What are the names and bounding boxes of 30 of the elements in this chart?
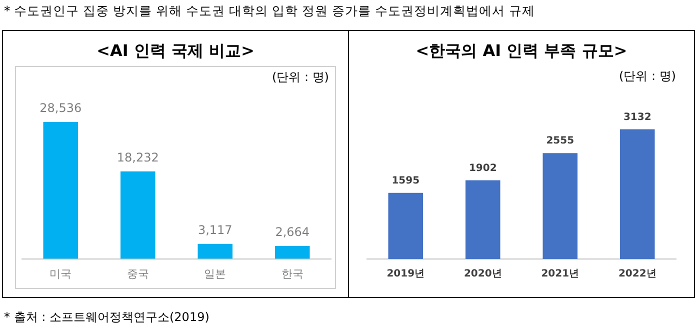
bar <box>43 122 78 259</box>
text: * 출처 : 소프트웨어정책연구소(2019) <box>4 309 210 326</box>
data-label: 18,232 <box>116 150 159 165</box>
data-label: 3132 <box>623 112 652 123</box>
chart-title: <한국의 AI 인력 부족 규모> <box>414 41 628 62</box>
text: (단위 : 명) <box>272 69 329 86</box>
x-tick-label: 중국 <box>126 267 149 280</box>
data-label: 2555 <box>546 136 574 147</box>
data-label: 28,536 <box>40 101 82 116</box>
x-tick-label: 2020년 <box>464 268 502 280</box>
text: * 수도권인구 집중 방지를 위해 수도권 대학의 입학 정원 증가를 수도권정비계획법에서 규제 <box>4 3 535 20</box>
chart-title: <AI 인력 국제 비교> <box>96 41 256 62</box>
x-tick-label: 2021년 <box>541 268 580 280</box>
data-label: 3,117 <box>198 222 232 237</box>
bar <box>120 171 156 259</box>
x-tick-label: 일본 <box>204 267 226 280</box>
x-tick-label: 2022년 <box>618 268 656 280</box>
text: (단위 : 명) <box>618 68 676 85</box>
x-tick-label: 2019년 <box>386 268 425 280</box>
bar <box>465 180 500 259</box>
bar <box>542 153 578 259</box>
x-tick-label: 미국 <box>50 267 72 280</box>
bar <box>198 244 233 259</box>
bar <box>388 192 424 259</box>
data-label: 1595 <box>392 176 420 187</box>
bar <box>274 246 310 259</box>
data-label: 2,664 <box>275 225 310 240</box>
x-tick-label: 한국 <box>281 267 304 280</box>
data-label: 1902 <box>468 162 497 174</box>
bar <box>620 129 655 259</box>
